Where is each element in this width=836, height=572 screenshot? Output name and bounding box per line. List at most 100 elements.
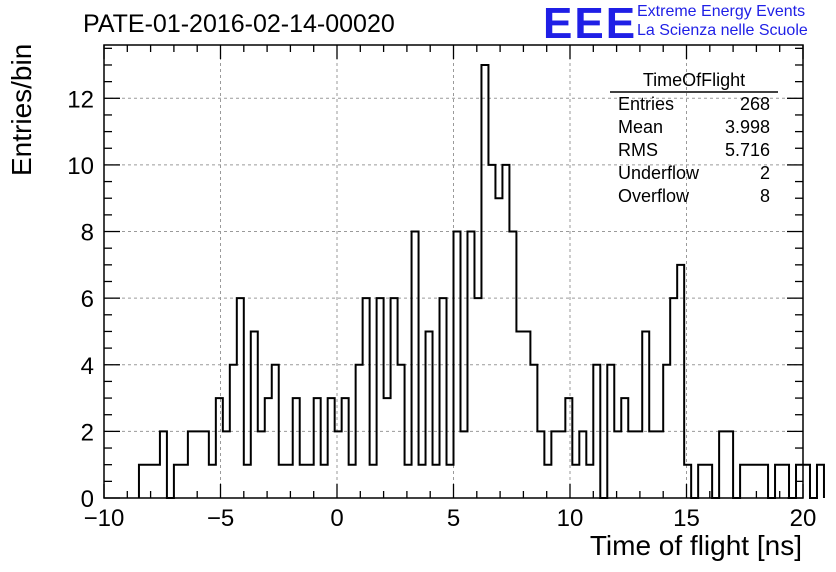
histogram-bin [544,465,551,498]
histogram-bin [258,431,265,498]
histogram-bin [523,331,530,498]
histogram-bin [209,465,216,498]
x-tick-label: 10 [557,505,584,532]
histogram-bin [370,465,377,498]
stats-row-value: 8 [760,186,770,206]
histogram-bin [586,465,593,498]
histogram-bin [349,465,356,498]
histogram-bin [426,331,433,498]
histogram-bin [321,465,328,498]
histogram-bin [405,465,412,498]
histogram-bin [719,431,726,498]
histogram-bin [265,398,272,498]
histogram-bin [649,431,656,498]
histogram-bin [279,465,286,498]
histogram-bin [775,465,782,498]
histogram-bin [628,431,635,498]
histogram-bin [384,398,391,498]
histogram-bin [481,65,488,498]
x-tick-label: −10 [84,505,125,532]
histogram-bin [447,465,454,498]
stats-row-label: Entries [618,94,674,114]
histogram-bin [747,465,754,498]
histogram-bin [803,465,810,498]
histogram-bin [216,398,223,498]
histogram-bin [474,298,481,498]
histogram-bin [502,165,509,498]
histogram-bin [223,431,230,498]
x-tick-label: −5 [207,505,234,532]
histogram-bin [391,298,398,498]
histogram-bin [537,431,544,498]
x-tick-label: 0 [330,505,343,532]
stats-row-value: 268 [740,94,770,114]
histogram-bin [740,465,747,498]
x-tick-label: 15 [673,505,700,532]
histogram-bin [419,465,426,498]
histogram-bin [237,298,244,498]
histogram-bin [642,331,649,498]
histogram-bin [761,465,768,498]
histogram-bin [677,265,684,498]
histogram-bin [251,331,258,498]
y-tick-label: 10 [67,153,94,180]
histogram-bin [558,431,565,498]
histogram-bin [656,431,663,498]
stats-row-label: Mean [618,117,663,137]
histogram-bin [153,465,160,498]
histogram-bin [293,398,300,498]
logo-caption: Extreme Energy Events La Scienza nelle S… [637,2,808,40]
histogram-bin [440,298,447,498]
histogram-bin [670,298,677,498]
y-tick-label: 12 [67,86,94,113]
histogram-bin [335,431,342,498]
histogram-bin [705,465,712,498]
histogram-bin [684,465,691,498]
stats-row-label: Overflow [618,186,690,206]
histogram-bin [579,431,586,498]
histogram-bin [174,465,181,498]
histogram-bin [181,465,188,498]
stats-row-label: Underflow [618,163,700,183]
histogram-bin [195,431,202,498]
histogram-bin [565,398,572,498]
histogram-bin [698,465,705,498]
y-tick-label: 4 [81,353,94,380]
histogram-bin [300,465,307,498]
histogram-bin [726,431,733,498]
x-tick-label: 20 [790,505,817,532]
histogram-bin [202,431,209,498]
histogram-bin [551,431,558,498]
histogram-bin [516,331,523,498]
histogram-bin [460,431,467,498]
y-tick-label: 2 [81,419,94,446]
histogram-bin [244,465,251,498]
histogram-bin [621,398,628,498]
histogram-bin [635,431,642,498]
histogram-bin [488,165,495,498]
histogram-bin [328,398,335,498]
histogram-bin [139,465,146,498]
y-tick-label: 8 [81,220,94,247]
histogram-bin [614,431,621,498]
histogram-bin [188,431,195,498]
histogram-bin [754,465,761,498]
histogram-bin [307,465,314,498]
histogram-bin [782,465,789,498]
histogram-bin [433,465,440,498]
logo-caption-line1: Extreme Energy Events [637,3,806,20]
stats-box-name: TimeOfFlight [643,70,745,90]
stats-row-value: 3.998 [725,117,770,137]
histogram-bin [377,298,384,498]
y-tick-label: 6 [81,286,94,313]
histogram-bin [495,198,502,498]
stats-row-value: 5.716 [725,140,770,160]
x-tick-label: 5 [447,505,460,532]
histogram-bin [286,465,293,498]
histogram-outline [137,63,825,499]
histogram-bin [314,398,321,498]
chart-title: PATE-01-2016-02-14-00020 [83,10,395,38]
x-axis-label: Time of flight [ns] [589,530,802,561]
histogram-bin [146,465,153,498]
